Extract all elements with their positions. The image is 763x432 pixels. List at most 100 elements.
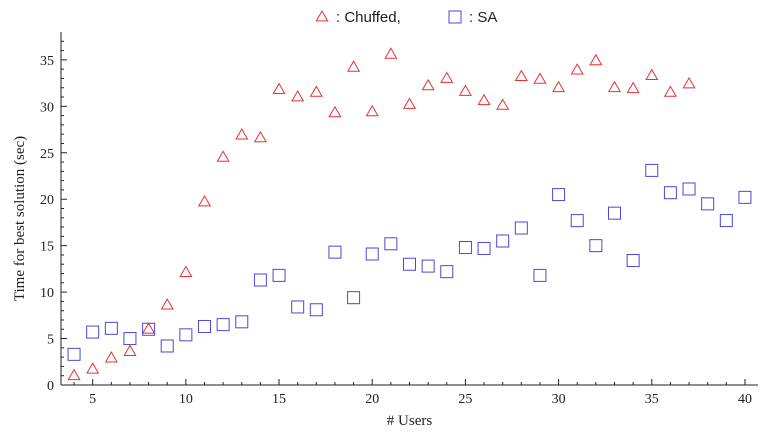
chuffed-point xyxy=(86,362,100,374)
chuffed-point xyxy=(440,71,454,83)
chuffed-point xyxy=(496,98,510,110)
sa-point xyxy=(477,241,491,255)
series-chuffed xyxy=(67,47,696,381)
legend-label-chuffed: : Chuffed, xyxy=(336,9,401,26)
sa-point xyxy=(496,234,510,248)
chuffed-point xyxy=(514,69,528,81)
chuffed-point xyxy=(197,194,212,207)
x-tick-label: 35 xyxy=(645,392,659,407)
sa-point xyxy=(253,273,267,287)
sa-point xyxy=(533,268,547,282)
sa-point xyxy=(86,325,100,339)
legend-square-marker xyxy=(448,10,462,24)
chuffed-point xyxy=(160,298,174,310)
chuffed-point xyxy=(347,60,361,72)
chuffed-point xyxy=(253,130,267,143)
chuffed-point xyxy=(663,85,677,97)
chuffed-point xyxy=(365,104,379,117)
y-tick-label: 0 xyxy=(47,379,54,394)
x-axis-ticks: 5 10 15 20 25 30 35 40 xyxy=(73,379,752,407)
x-tick-label: 40 xyxy=(738,392,752,407)
chuffed-point xyxy=(589,53,603,66)
y-axis-label: Time for best solution (sec) xyxy=(12,136,28,301)
x-tick-label: 20 xyxy=(365,392,379,407)
chuffed-point xyxy=(123,344,137,356)
legend-symbol-sa xyxy=(448,10,462,24)
sa-point xyxy=(328,245,342,259)
sa-point xyxy=(142,322,156,336)
sa-point xyxy=(514,221,528,235)
data-points xyxy=(67,47,752,381)
chuffed-point xyxy=(458,84,472,96)
x-tick-label: 25 xyxy=(458,392,472,407)
legend: : Chuffed, : SA xyxy=(315,9,497,26)
chuffed-point xyxy=(645,68,659,81)
chuffed-point xyxy=(607,80,622,93)
sa-point xyxy=(458,241,472,255)
chuffed-point xyxy=(477,93,491,106)
chuffed-point xyxy=(179,265,193,277)
legend-triangle-marker xyxy=(315,9,329,22)
chuffed-point xyxy=(626,81,640,94)
chuffed-point xyxy=(216,150,230,162)
sa-point xyxy=(738,190,752,204)
chuffed-point xyxy=(682,77,696,89)
chuffed-point xyxy=(328,105,342,118)
x-axis-label: # Users xyxy=(387,413,433,429)
sa-point xyxy=(104,321,118,335)
chuffed-point xyxy=(272,82,286,94)
sa-point xyxy=(552,188,566,202)
sa-point xyxy=(216,318,230,332)
sa-point xyxy=(645,163,659,177)
chuffed-point xyxy=(421,78,435,91)
sa-point xyxy=(663,186,677,200)
sa-point xyxy=(421,259,435,273)
sa-point xyxy=(626,254,640,268)
chuffed-point xyxy=(67,368,81,381)
chuffed-point xyxy=(142,322,156,334)
sa-point xyxy=(384,237,398,251)
y-tick-label: 25 xyxy=(40,147,54,162)
legend-symbol-chuffed xyxy=(315,9,329,22)
chuffed-point xyxy=(104,351,118,363)
legend-label-sa: : SA xyxy=(469,9,497,26)
sa-point xyxy=(682,182,696,196)
y-tick-label: 20 xyxy=(40,193,54,208)
sa-point xyxy=(67,347,81,361)
axes xyxy=(60,32,758,386)
sa-point xyxy=(570,214,584,228)
sa-point xyxy=(701,197,715,211)
chuffed-point xyxy=(570,63,584,75)
sa-point xyxy=(309,303,323,317)
sa-point xyxy=(365,247,379,261)
y-axis-ticks: 0 5 10 15 20 25 30 35 xyxy=(40,40,67,394)
chuffed-point xyxy=(291,90,305,102)
sa-point xyxy=(235,315,249,329)
chuffed-point xyxy=(309,85,323,97)
chuffed-point xyxy=(552,80,566,93)
sa-point xyxy=(589,239,603,253)
x-tick-label: 10 xyxy=(179,392,193,407)
sa-point xyxy=(198,319,211,333)
chuffed-point xyxy=(384,47,398,59)
sa-point xyxy=(347,291,361,305)
y-tick-label: 35 xyxy=(40,54,54,69)
sa-point xyxy=(291,300,305,314)
y-tick-label: 10 xyxy=(40,286,54,301)
x-tick-label: 15 xyxy=(272,392,286,407)
sa-point xyxy=(272,268,286,282)
sa-point xyxy=(179,328,193,342)
y-tick-label: 5 xyxy=(47,333,54,348)
chuffed-point xyxy=(235,128,249,140)
x-tick-label: 30 xyxy=(552,392,566,407)
sa-point xyxy=(719,214,733,228)
series-sa xyxy=(67,163,752,361)
sa-point xyxy=(440,265,454,279)
y-tick-label: 30 xyxy=(40,100,54,115)
chuffed-point xyxy=(533,72,547,84)
sa-point xyxy=(608,206,621,220)
x-tick-label: 5 xyxy=(89,392,96,407)
sa-point xyxy=(160,339,174,353)
chuffed-point xyxy=(402,97,417,109)
